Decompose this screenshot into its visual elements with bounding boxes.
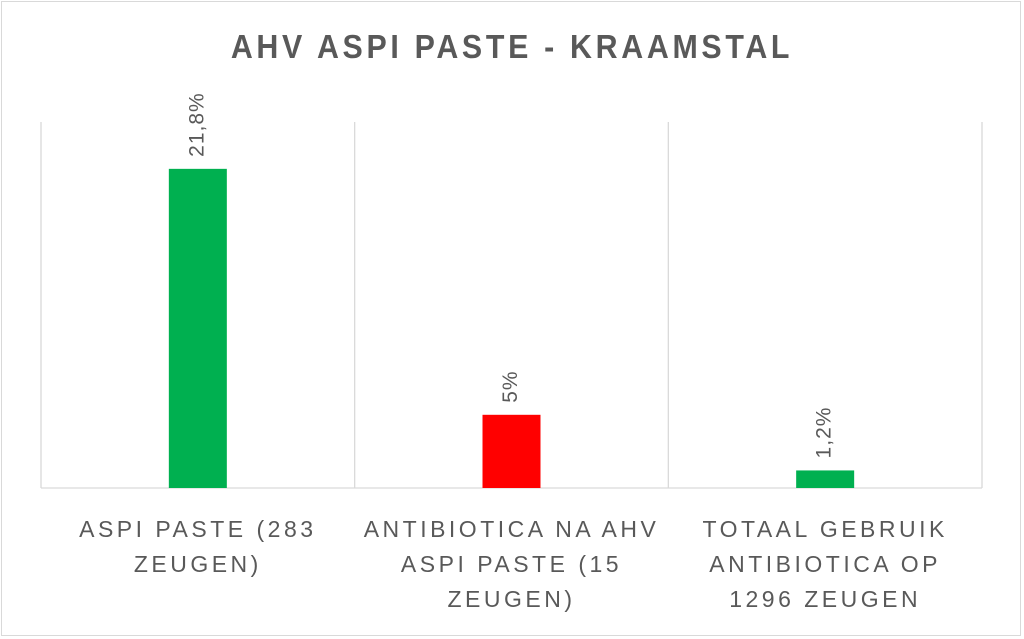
category-label: TOTAAL GEBRUIK ANTIBIOTICA OP 1296 ZEUGE… [702, 516, 948, 612]
category-label: ANTIBIOTICA NA AHV ASPI PASTE (15 ZEUGEN… [363, 516, 660, 612]
chart-title: AHV ASPI PASTE - KRAAMSTAL [230, 28, 794, 65]
data-label: 21,8% [185, 92, 208, 157]
category-label: ASPI PASTE (283 ZEUGEN) [79, 516, 317, 577]
bar-2 [482, 414, 541, 488]
data-label: 1,2% [813, 407, 836, 459]
bar-1 [168, 168, 227, 488]
data-label: 5% [499, 370, 522, 402]
bar-3 [796, 470, 855, 488]
